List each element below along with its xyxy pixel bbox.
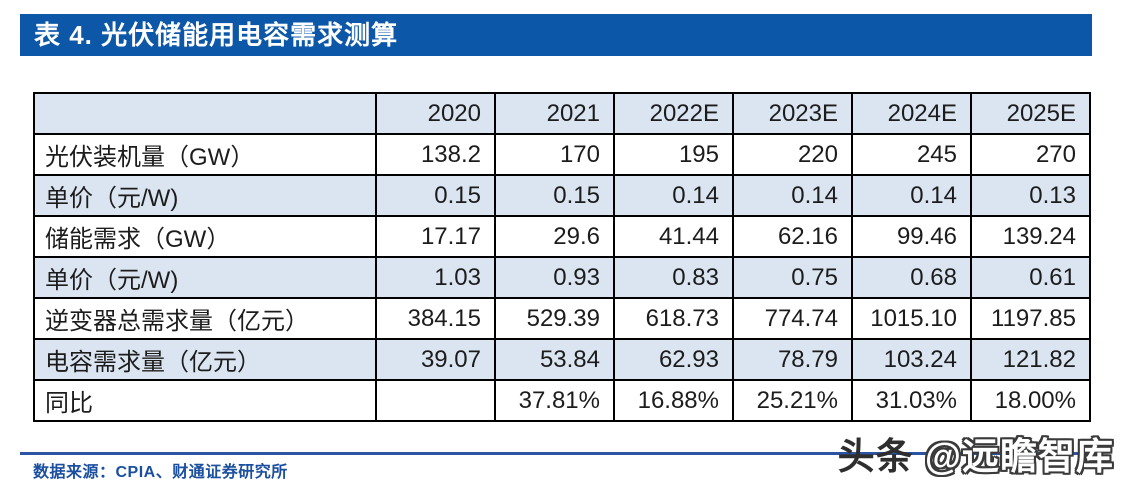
value-cell: 99.46 [851, 215, 972, 258]
value-cell: 78.79 [732, 338, 853, 381]
row-label: 逆变器总需求量（亿元） [33, 297, 377, 340]
table-title: 表 4. 光伏储能用电容需求测算 [34, 20, 399, 50]
table-title-banner: 表 4. 光伏储能用电容需求测算 [20, 14, 1092, 56]
table-row: 储能需求（GW） 17.17 29.6 41.44 62.16 99.46 139.24 [33, 215, 1091, 258]
value-cell: 529.39 [494, 297, 615, 340]
year-header: 2024E [851, 92, 972, 135]
demand-table: 2020 2021 2022E 2023E 2024E 2025E 光伏装机量（GW） 13… [33, 92, 1091, 422]
value-cell: 62.93 [613, 338, 734, 381]
value-cell: 774.74 [732, 297, 853, 340]
value-cell: 29.6 [494, 215, 615, 258]
row-label: 单价（元/W) [33, 256, 377, 299]
value-cell: 138.2 [375, 133, 496, 176]
value-cell [375, 379, 496, 422]
table-row: 单价（元/W) 1.03 0.93 0.83 0.75 0.68 0.61 [33, 256, 1091, 299]
table-row: 光伏装机量（GW） 138.2 170 195 220 245 270 [33, 133, 1091, 176]
year-header: 2023E [732, 92, 853, 135]
value-cell: 37.81% [494, 379, 615, 422]
data-source-note: 数据来源：CPIA、财通证券研究所 [33, 464, 288, 481]
value-cell: 195 [613, 133, 734, 176]
value-cell: 0.14 [851, 174, 972, 217]
value-cell: 245 [851, 133, 972, 176]
value-cell: 0.14 [613, 174, 734, 217]
value-cell: 17.17 [375, 215, 496, 258]
value-cell: 0.68 [851, 256, 972, 299]
value-cell: 0.13 [970, 174, 1091, 217]
value-cell: 270 [970, 133, 1091, 176]
table-row: 逆变器总需求量（亿元） 384.15 529.39 618.73 774.74 1015.… [33, 297, 1091, 340]
value-cell: 220 [732, 133, 853, 176]
row-label-header [33, 92, 377, 135]
value-cell: 41.44 [613, 215, 734, 258]
value-cell: 0.15 [375, 174, 496, 217]
value-cell: 0.93 [494, 256, 615, 299]
value-cell: 384.15 [375, 297, 496, 340]
value-cell: 39.07 [375, 338, 496, 381]
value-cell: 16.88% [613, 379, 734, 422]
row-label: 储能需求（GW） [33, 215, 377, 258]
row-label: 光伏装机量（GW） [33, 133, 377, 176]
value-cell: 0.83 [613, 256, 734, 299]
table-row: 单价（元/W) 0.15 0.15 0.14 0.14 0.14 0.13 [33, 174, 1091, 217]
row-label: 单价（元/W) [33, 174, 377, 217]
value-cell: 1197.85 [970, 297, 1091, 340]
table-row: 同比 37.81% 16.88% 25.21% 31.03% 18.00% [33, 379, 1091, 422]
value-cell: 53.84 [494, 338, 615, 381]
watermark-account-handle: @远瞻智库 [924, 436, 1114, 477]
year-header: 2025E [970, 92, 1091, 135]
year-header: 2020 [375, 92, 496, 135]
value-cell: 139.24 [970, 215, 1091, 258]
value-cell: 0.75 [732, 256, 853, 299]
watermark: 头条 @远瞻智库 [838, 426, 1114, 480]
value-cell: 121.82 [970, 338, 1091, 381]
value-cell: 103.24 [851, 338, 972, 381]
table-container: 2020 2021 2022E 2023E 2024E 2025E 光伏装机量（GW） 13… [33, 92, 1091, 422]
year-header: 2022E [613, 92, 734, 135]
year-header: 2021 [494, 92, 615, 135]
value-cell: 25.21% [732, 379, 853, 422]
value-cell: 0.14 [732, 174, 853, 217]
value-cell: 18.00% [970, 379, 1091, 422]
table-row: 电容需求量（亿元） 39.07 53.84 62.93 78.79 103.24 121.8… [33, 338, 1091, 381]
row-label: 同比 [33, 379, 377, 422]
value-cell: 618.73 [613, 297, 734, 340]
footer-divider-line [20, 452, 1102, 455]
value-cell: 62.16 [732, 215, 853, 258]
value-cell: 1.03 [375, 256, 496, 299]
value-cell: 0.15 [494, 174, 615, 217]
table-header-row: 2020 2021 2022E 2023E 2024E 2025E [33, 92, 1091, 135]
value-cell: 170 [494, 133, 615, 176]
watermark-platform-name: 头条 [837, 436, 914, 477]
value-cell: 31.03% [851, 379, 972, 422]
value-cell: 1015.10 [851, 297, 972, 340]
value-cell: 0.61 [970, 256, 1091, 299]
row-label: 电容需求量（亿元） [33, 338, 377, 381]
table-body: 光伏装机量（GW） 138.2 170 195 220 245 270 单价（元/W) 0.15… [33, 133, 1091, 422]
